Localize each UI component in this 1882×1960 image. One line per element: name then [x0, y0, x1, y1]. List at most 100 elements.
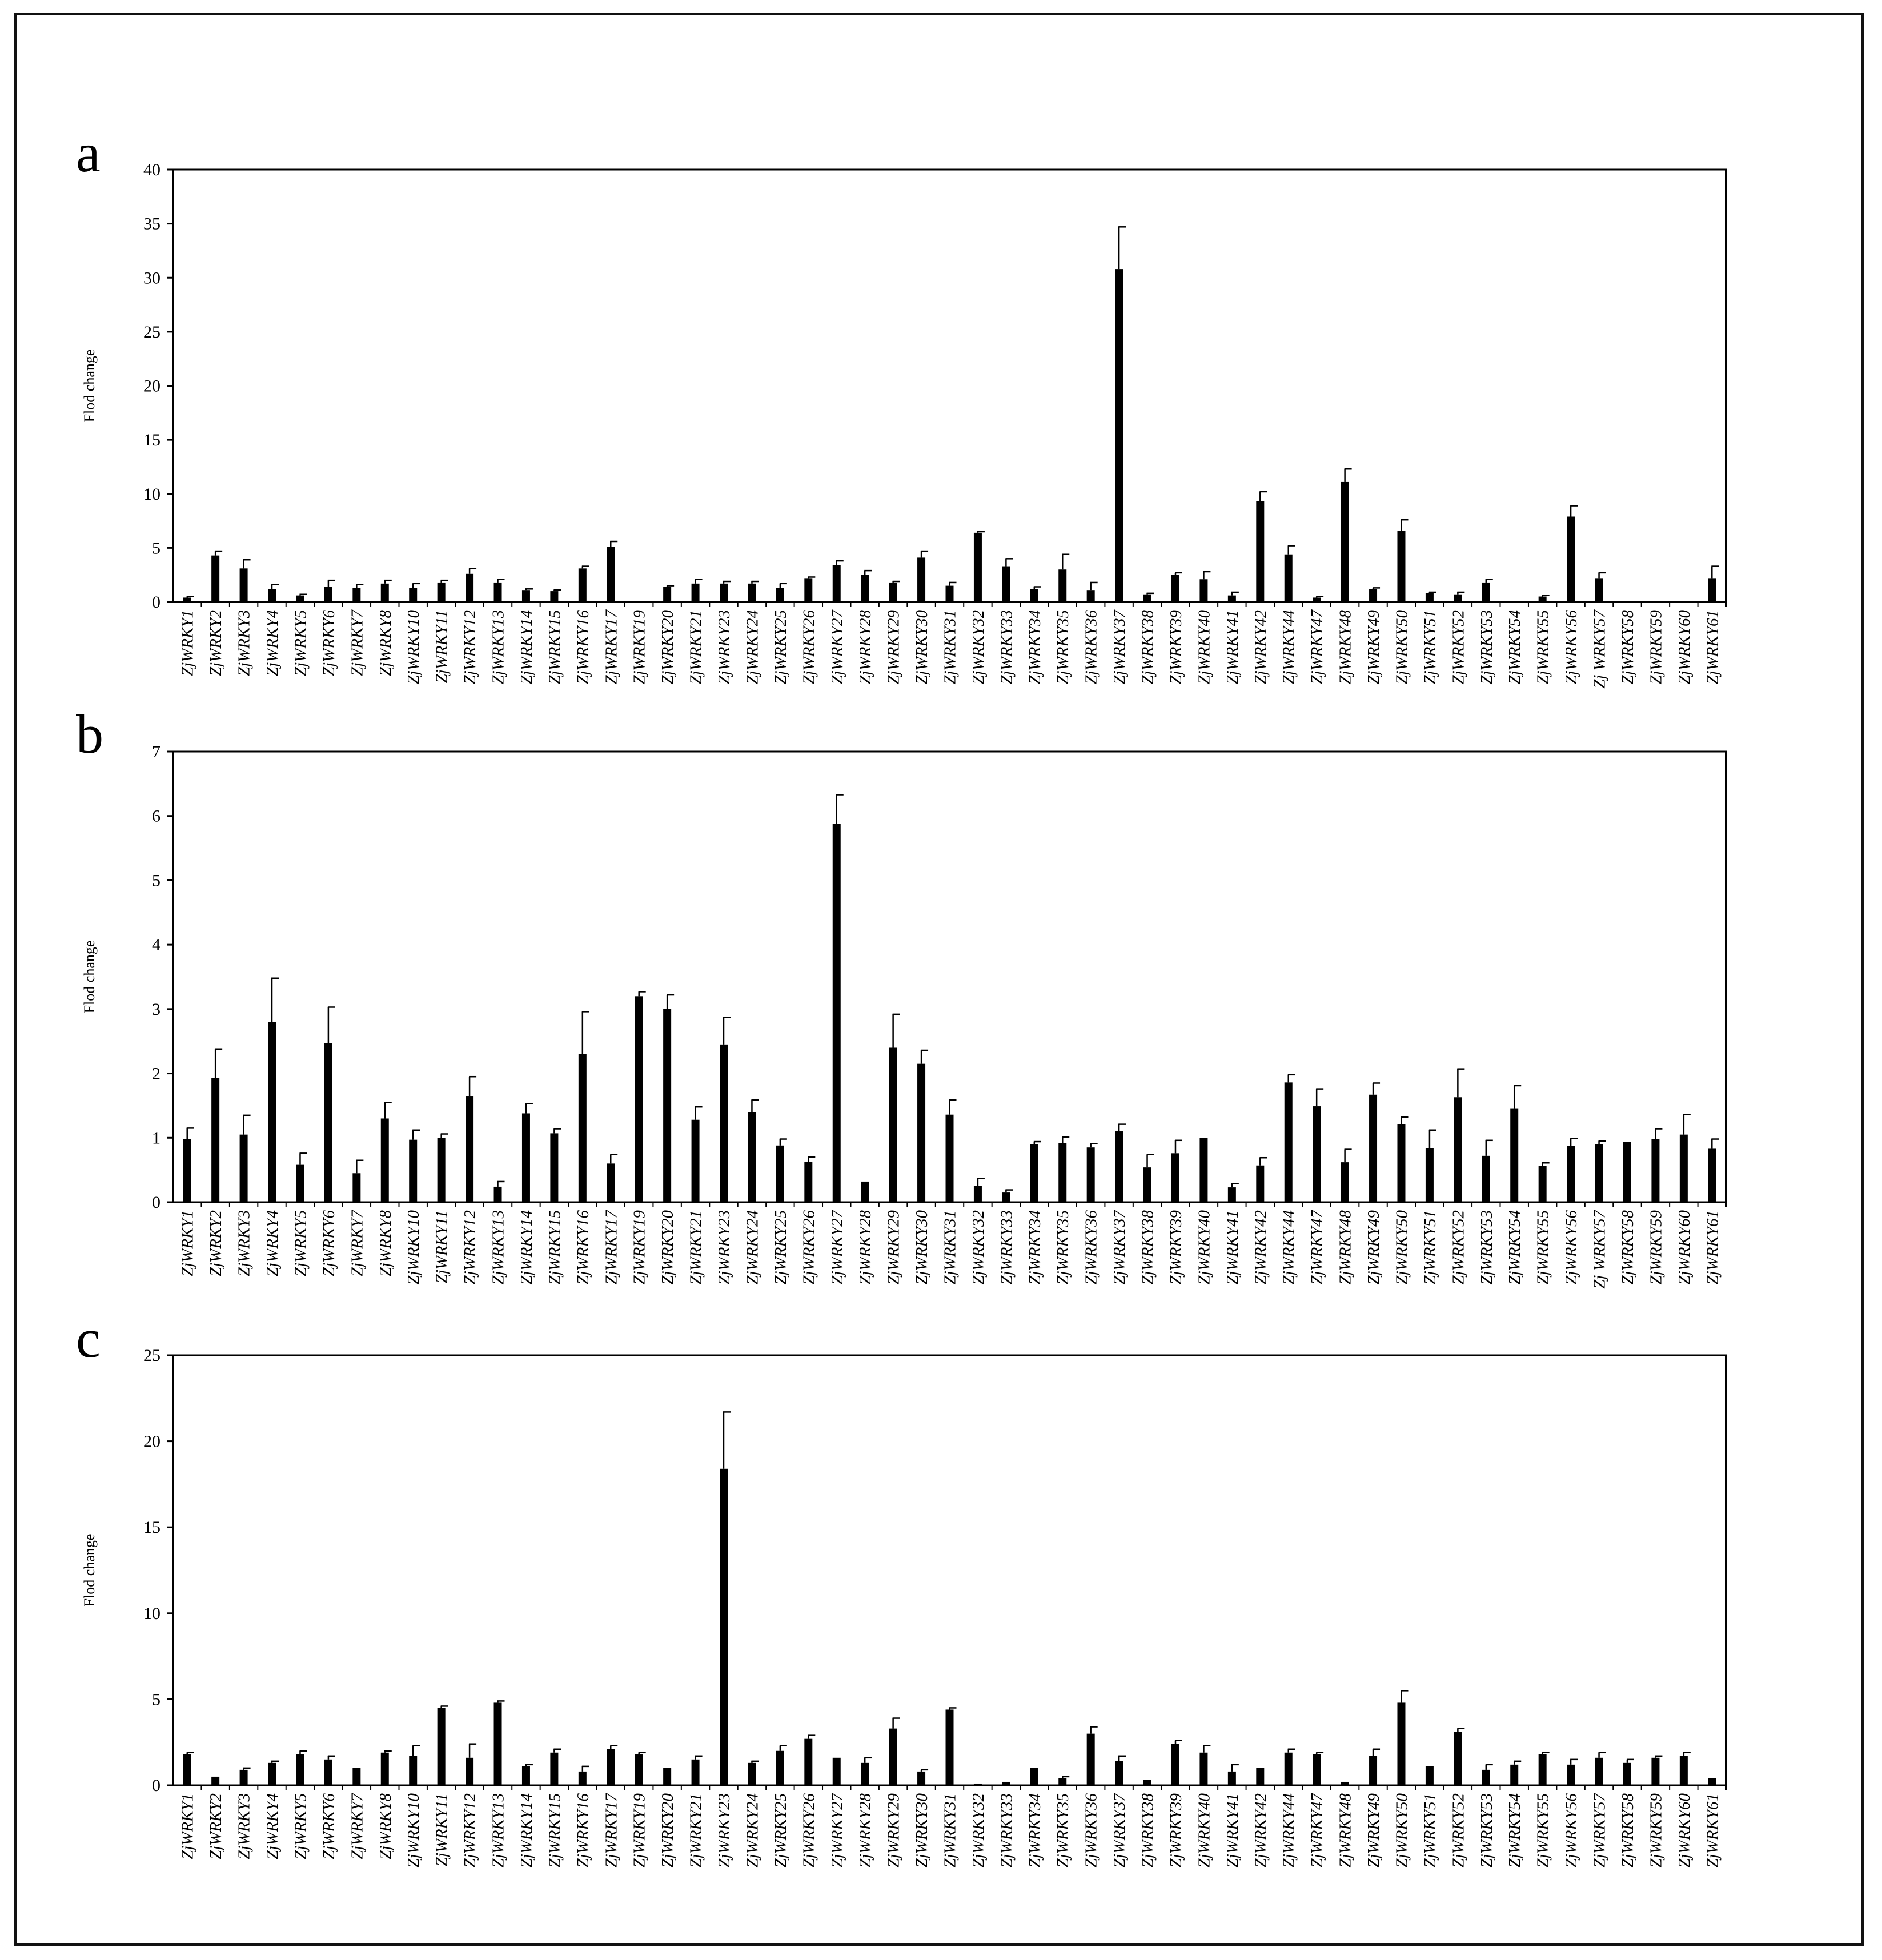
- x-tick-label: ZjWRKY31: [941, 1793, 960, 1868]
- bar: [521, 1113, 530, 1202]
- x-tick-label: Zj WRKY57: [1591, 609, 1609, 689]
- bar: [466, 1757, 474, 1785]
- x-tick-label: ZjWRKY8: [376, 610, 395, 677]
- x-tick-label: ZjWRKY32: [969, 610, 988, 685]
- x-tick-label: ZjWRKY10: [404, 1210, 423, 1285]
- bar: [1058, 1143, 1067, 1202]
- bar: [1030, 1144, 1038, 1202]
- bar: [183, 1139, 191, 1202]
- bar: [1623, 601, 1631, 602]
- x-tick-label: ZjWRKY49: [1365, 1793, 1383, 1868]
- x-tick-label: ZjWRKY34: [1026, 610, 1044, 685]
- x-tick-label: ZjWRKY23: [715, 1793, 733, 1868]
- x-tick-label: ZjWRKY39: [1167, 1793, 1185, 1868]
- x-tick-label: ZjWRKY48: [1337, 1210, 1355, 1285]
- bar: [917, 557, 926, 602]
- bar: [748, 1762, 756, 1785]
- bar: [1651, 601, 1660, 602]
- bar: [1341, 1781, 1349, 1785]
- x-tick-label: ZjWRKY24: [743, 1793, 761, 1868]
- bar: [720, 583, 728, 602]
- bar: [1002, 566, 1010, 602]
- bar: [1708, 578, 1716, 602]
- x-tick-label: ZjWRKY28: [856, 1793, 874, 1868]
- x-tick-label: ZjWRKY58: [1619, 1793, 1637, 1868]
- x-tick-label: ZjWRKY40: [1195, 1793, 1213, 1868]
- bar: [776, 588, 784, 602]
- x-tick-label: ZjWRKY44: [1280, 1210, 1298, 1285]
- panel-letter: c: [76, 1308, 101, 1369]
- x-tick-label: ZjWRKY36: [1082, 610, 1101, 685]
- x-tick-label: ZjWRKY21: [687, 610, 705, 685]
- bar: [1030, 589, 1038, 602]
- panel-letter: b: [76, 704, 103, 765]
- bar: [889, 582, 897, 602]
- y-tick-label: 5: [152, 1690, 160, 1709]
- bar: [1256, 1768, 1265, 1785]
- x-tick-label: ZjWRKY11: [433, 1793, 451, 1866]
- x-tick-label: ZjWRKY34: [1026, 1210, 1044, 1285]
- y-axis-label: Flod change: [81, 350, 98, 423]
- x-tick-label: ZjWRKY2: [207, 1793, 225, 1859]
- x-tick-label: ZjWRKY3: [235, 1210, 254, 1276]
- x-tick-label: ZjWRKY8: [376, 1793, 395, 1860]
- bar: [1397, 531, 1406, 602]
- x-tick-label: ZjWRKY37: [1110, 609, 1129, 685]
- x-tick-label: ZjWRKY35: [1054, 1793, 1072, 1868]
- x-tick-label: ZjWRKY24: [743, 610, 761, 685]
- bar: [296, 595, 304, 602]
- bar: [1199, 1752, 1208, 1785]
- bar: [550, 1133, 559, 1202]
- bar: [1567, 1764, 1575, 1785]
- bar: [1708, 1778, 1716, 1785]
- bar: [1143, 594, 1151, 602]
- x-tick-label: ZjWRKY4: [263, 1793, 282, 1859]
- x-tick-label: ZjWRKY31: [941, 1210, 960, 1285]
- bar: [493, 1702, 502, 1785]
- bar: [1567, 1146, 1575, 1202]
- bar: [1623, 1142, 1631, 1202]
- bar: [607, 1749, 615, 1785]
- x-tick-label: ZjWRKY19: [631, 1210, 649, 1285]
- bar: [437, 1708, 446, 1785]
- x-tick-label: ZjWRKY5: [291, 1793, 310, 1859]
- y-tick-label: 15: [143, 431, 160, 449]
- bar: [1369, 1094, 1378, 1202]
- y-tick-label: 25: [143, 1346, 160, 1365]
- x-tick-label: ZjWRKY41: [1223, 1793, 1242, 1868]
- x-tick-label: ZjWRKY60: [1675, 1793, 1694, 1868]
- bar: [409, 1756, 418, 1785]
- bar: [466, 1096, 474, 1202]
- bar: [973, 1783, 982, 1785]
- bar: [1679, 1134, 1688, 1202]
- x-tick-label: ZjWRKY42: [1251, 1210, 1270, 1285]
- x-tick-label: ZjWRKY27: [828, 1793, 846, 1868]
- bar: [1651, 1757, 1660, 1785]
- bar: [268, 589, 276, 602]
- y-tick-label: 35: [143, 215, 160, 234]
- bar: [296, 1164, 304, 1202]
- x-tick-label: ZjWRKY52: [1449, 1210, 1467, 1285]
- bar: [1171, 1153, 1179, 1202]
- x-tick-label: ZjWRKY55: [1534, 610, 1552, 685]
- y-tick-label: 20: [143, 377, 160, 396]
- x-tick-label: ZjWRKY47: [1308, 1210, 1326, 1285]
- x-tick-label: ZjWRKY42: [1251, 610, 1270, 685]
- bar: [1510, 1108, 1519, 1202]
- chart-panel-b: b 0 1 2 3 4 5 6 7 Flod change ZjWRKY1 ZjWRKY2 ZjWRKY…: [76, 704, 1727, 1289]
- x-tick-label: ZjWRKY6: [320, 610, 338, 677]
- bar: [1002, 1192, 1010, 1202]
- y-tick-label: 6: [152, 807, 160, 826]
- y-tick-label: 5: [152, 539, 160, 557]
- bar: [776, 1145, 784, 1202]
- x-tick-label: ZjWRKY56: [1562, 610, 1580, 685]
- x-tick-label: ZjWRKY1: [179, 1210, 197, 1276]
- bar: [578, 1054, 587, 1202]
- bar: [1341, 1162, 1349, 1202]
- x-tick-label: ZjWRKY58: [1619, 610, 1637, 685]
- bar: [1313, 597, 1321, 602]
- bar: [211, 1776, 220, 1785]
- x-tick-label: ZjWRKY61: [1703, 610, 1722, 685]
- bar: [945, 1114, 954, 1202]
- x-tick-label: ZjWRKY6: [320, 1210, 338, 1277]
